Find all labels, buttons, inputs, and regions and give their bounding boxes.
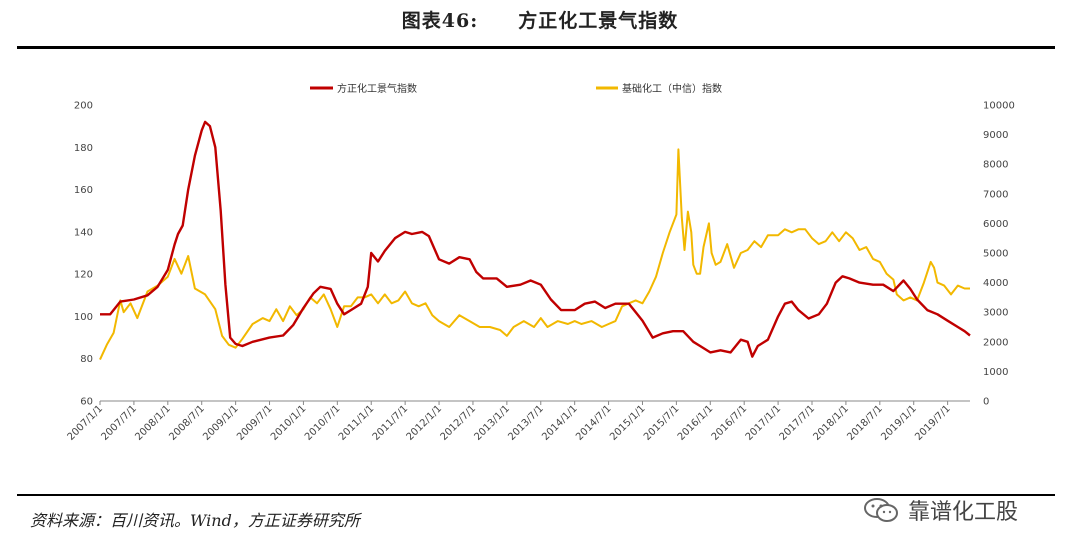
wechat-icon xyxy=(864,498,898,522)
right-tick-label: 0 xyxy=(983,397,989,408)
figure-title-text: 方正化工景气指数 xyxy=(518,10,679,32)
right-tick-label: 7000 xyxy=(983,189,1008,200)
x-axis-ticks: 2007/1/12007/7/12008/1/12008/7/12009/1/1… xyxy=(66,401,953,443)
x-tick-label: 2011/7/1 xyxy=(371,403,411,443)
line-chart: 方正化工景气指数 基础化工（中信）指数 60 80 100 120 140 160 180 2… xyxy=(66,82,1015,443)
x-tick-label: 2015/1/1 xyxy=(608,403,648,443)
x-tick-label: 2016/1/1 xyxy=(676,403,716,443)
x-tick-label: 2017/7/1 xyxy=(778,403,818,443)
figure-title: 图表46: 方正化工景气指数 xyxy=(0,6,1080,33)
source-note: 资料来源：百川资讯。Wind，方正证券研究所 xyxy=(30,511,360,530)
x-tick-label: 2017/1/1 xyxy=(744,403,784,443)
figure-number: 图表46: xyxy=(401,10,479,32)
right-tick-label: 1000 xyxy=(983,367,1008,378)
right-tick-label: 4000 xyxy=(983,278,1008,289)
x-tick-label: 2010/1/1 xyxy=(269,403,309,443)
left-tick-label: 100 xyxy=(74,312,93,323)
watermark: 靠谱化工股 xyxy=(862,494,1018,526)
x-tick-label: 2019/1/1 xyxy=(879,403,919,443)
right-tick-label: 3000 xyxy=(983,308,1008,319)
right-tick-label: 5000 xyxy=(983,249,1008,260)
bottom-rule xyxy=(17,494,1055,496)
x-tick-label: 2019/7/1 xyxy=(913,403,953,443)
left-tick-label: 160 xyxy=(74,185,93,196)
x-tick-label: 2014/7/1 xyxy=(574,403,614,443)
left-tick-label: 80 xyxy=(80,354,93,365)
left-tick-label: 200 xyxy=(74,101,93,112)
x-tick-label: 2012/7/1 xyxy=(439,403,479,443)
x-tick-label: 2013/1/1 xyxy=(472,403,512,443)
x-tick-label: 2013/7/1 xyxy=(506,403,546,443)
x-tick-label: 2015/7/1 xyxy=(642,403,682,443)
left-tick-label: 60 xyxy=(80,397,93,408)
right-axis-ticks: 0 1000 2000 3000 4000 5000 6000 7000 8000 9000 100… xyxy=(983,101,1015,408)
x-tick-label: 2008/7/1 xyxy=(167,403,207,443)
left-axis-ticks: 60 80 100 120 140 160 180 200 xyxy=(74,101,93,408)
x-tick-label: 2012/1/1 xyxy=(405,403,445,443)
x-tick-label: 2008/1/1 xyxy=(133,403,173,443)
legend-label-series-1: 方正化工景气指数 xyxy=(337,82,417,95)
right-tick-label: 9000 xyxy=(983,130,1008,141)
x-tick-label: 2018/7/1 xyxy=(845,403,885,443)
top-rule xyxy=(17,46,1055,49)
right-tick-label: 6000 xyxy=(983,219,1008,230)
right-tick-label: 10000 xyxy=(983,101,1015,112)
right-tick-label: 8000 xyxy=(983,160,1008,171)
series-line-right-axis xyxy=(99,148,970,361)
legend-label-series-2: 基础化工（中信）指数 xyxy=(622,82,722,95)
x-tick-label: 2011/1/1 xyxy=(337,403,377,443)
left-tick-label: 140 xyxy=(74,227,93,238)
right-tick-label: 2000 xyxy=(983,337,1008,348)
watermark-text: 靠谱化工股 xyxy=(908,500,1019,525)
x-tick-label: 2014/1/1 xyxy=(540,403,580,443)
left-tick-label: 120 xyxy=(74,270,93,281)
x-tick-label: 2009/7/1 xyxy=(235,403,275,443)
x-tick-label: 2007/7/1 xyxy=(99,403,139,443)
x-tick-label: 2007/1/1 xyxy=(66,403,106,443)
series-line-left-axis xyxy=(100,120,971,358)
left-tick-label: 180 xyxy=(74,143,93,154)
x-tick-label: 2016/7/1 xyxy=(710,403,750,443)
x-tick-label: 2018/1/1 xyxy=(811,403,851,443)
legend: 方正化工景气指数 基础化工（中信）指数 xyxy=(310,82,722,95)
x-tick-label: 2010/7/1 xyxy=(303,403,343,443)
x-tick-label: 2009/1/1 xyxy=(201,403,241,443)
